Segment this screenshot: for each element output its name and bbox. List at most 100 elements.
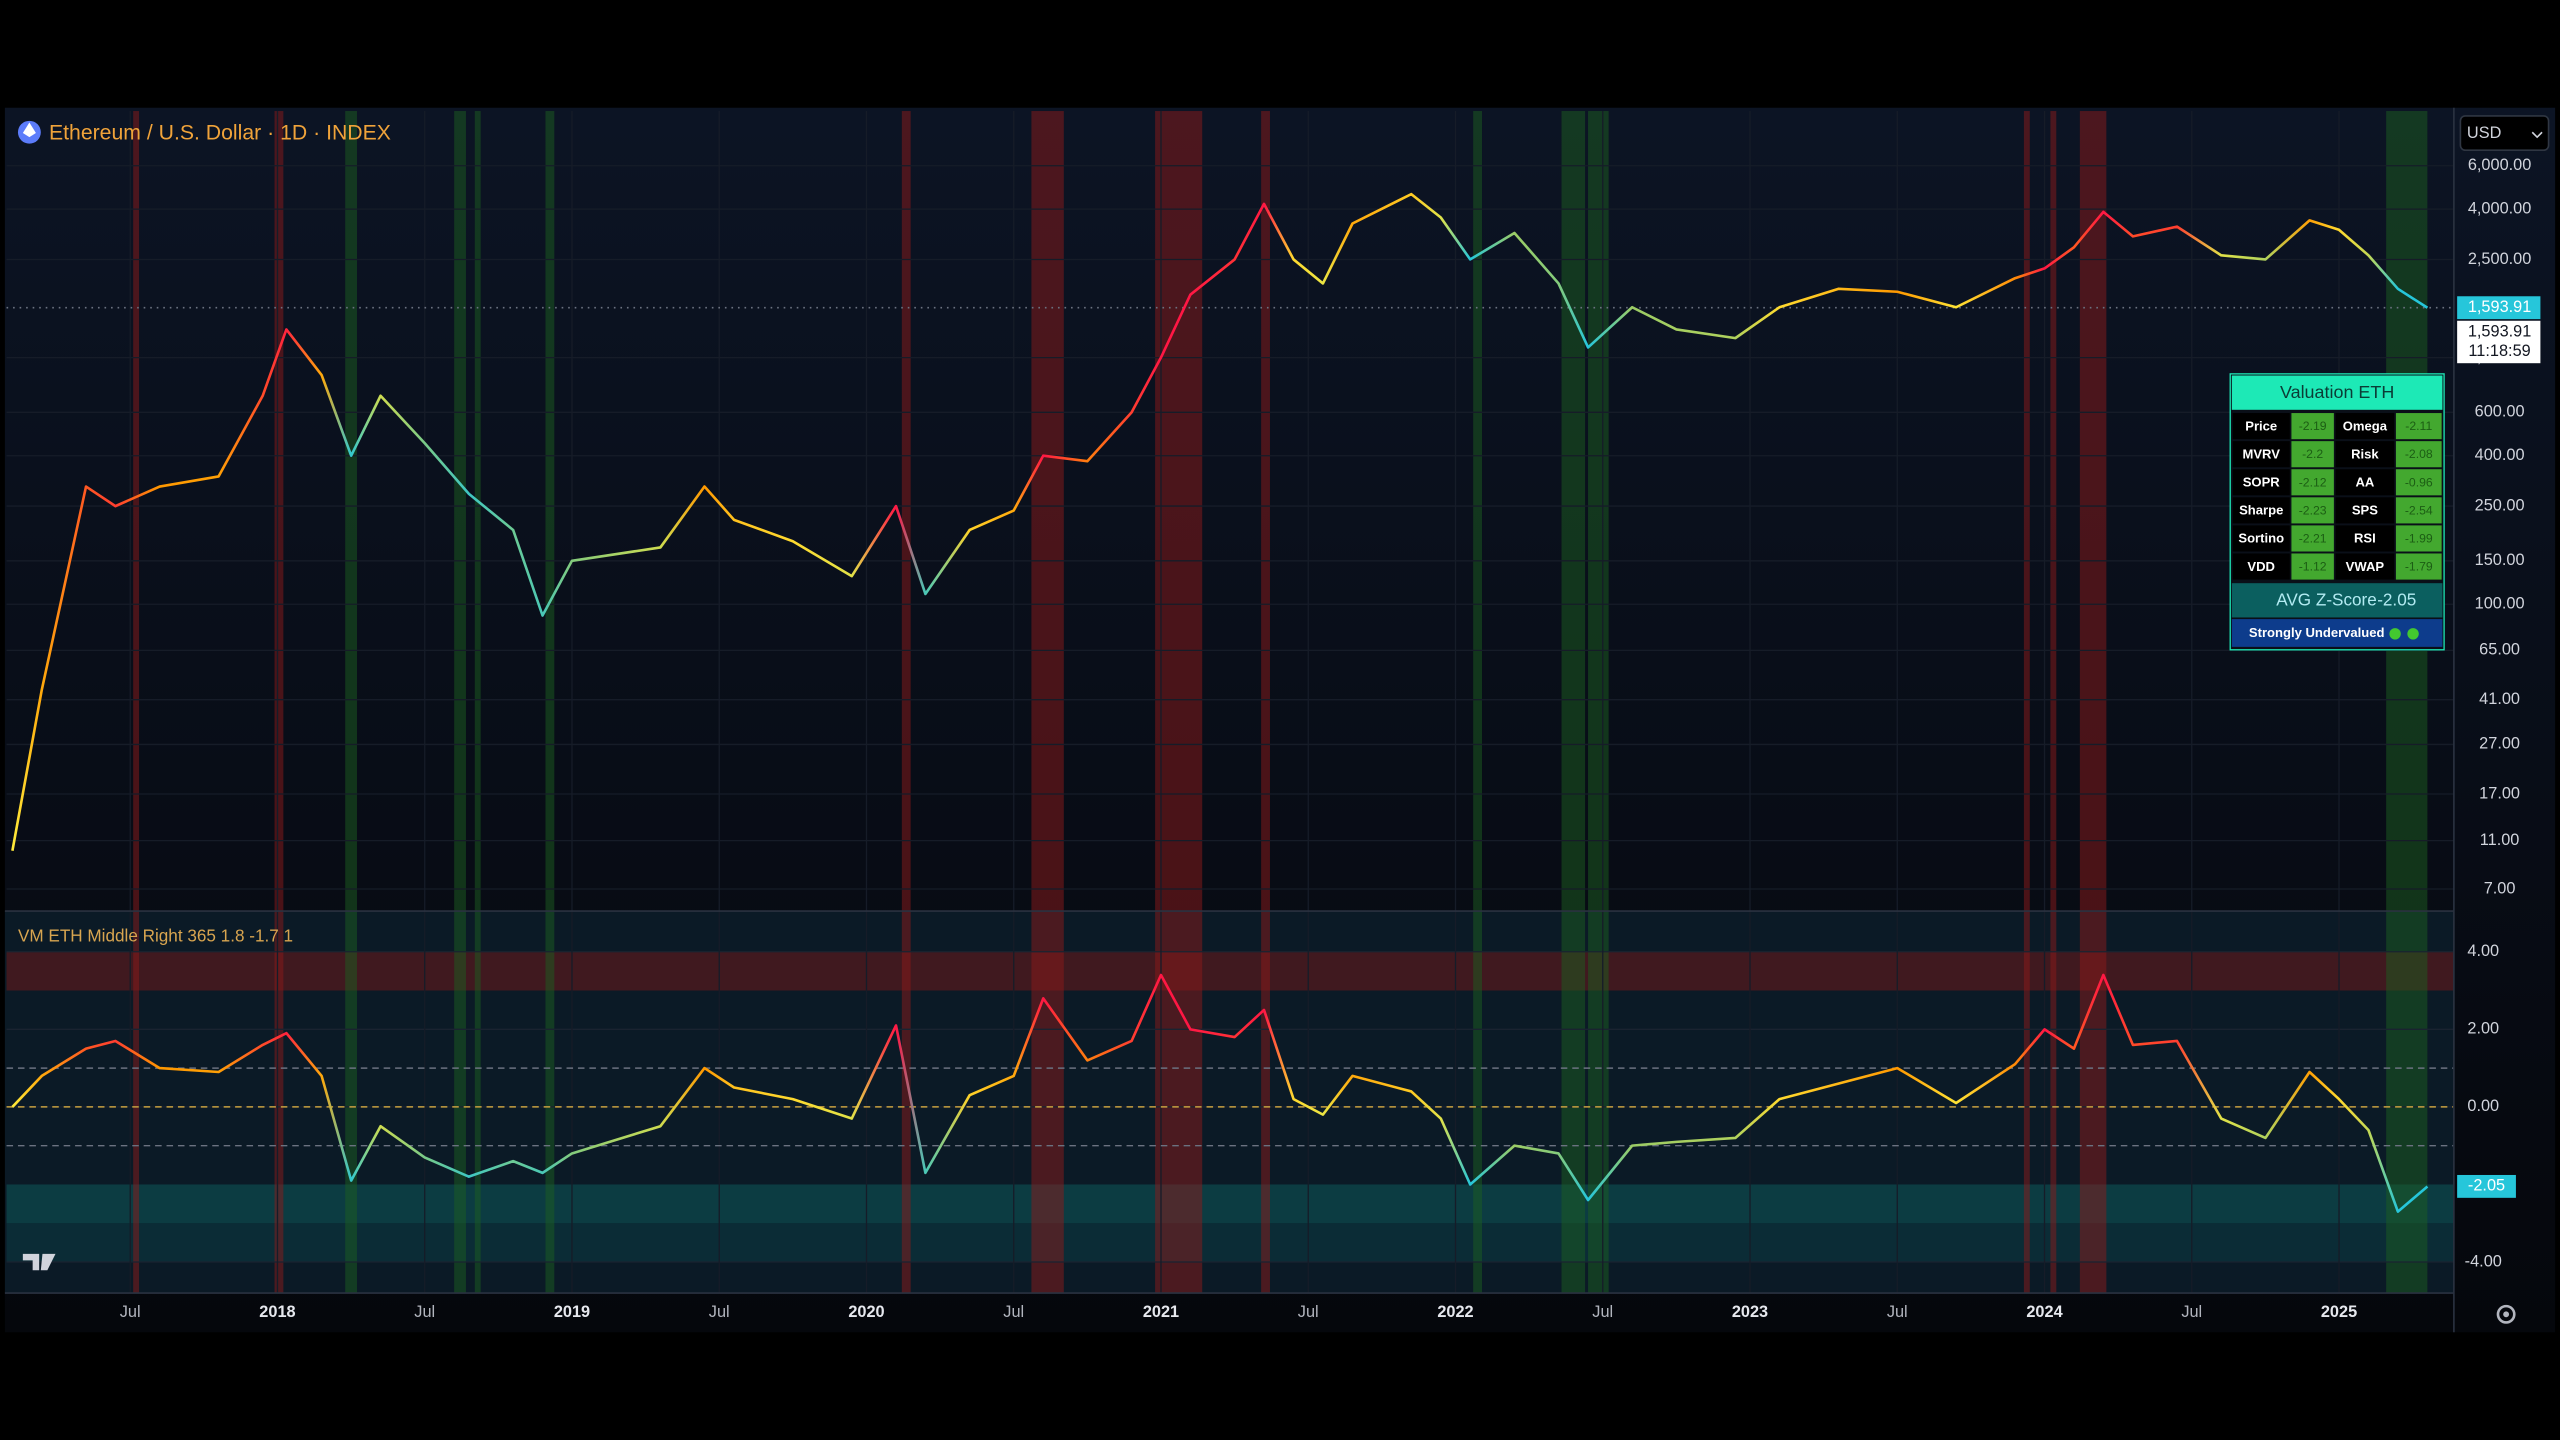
metric-name: VDD xyxy=(2247,559,2275,574)
last-price-label: 1,593.91 xyxy=(2468,298,2532,316)
series-line xyxy=(11,192,2429,852)
grid-layer xyxy=(6,111,2454,1294)
name-cell xyxy=(2232,525,2290,552)
last-price-tag xyxy=(2457,296,2541,320)
metric-value: -2.19 xyxy=(2299,419,2327,433)
value-cell xyxy=(2291,441,2334,468)
metric-name: MVRV xyxy=(2242,446,2280,461)
ui-layer: Ethereum / U.S. Dollar · 1D · INDEX VM E… xyxy=(4,107,2550,1333)
value-cell xyxy=(2291,497,2334,524)
x-tick-label: Jul xyxy=(709,1303,730,1321)
metric-value: -2.11 xyxy=(2405,419,2432,433)
x-tick-label: Jul xyxy=(1592,1303,1613,1321)
metric-value: -2.08 xyxy=(2405,447,2433,461)
y-tick-label: 400.00 xyxy=(2475,446,2525,464)
y-tick-label: 600.00 xyxy=(2475,403,2525,421)
x-tick-label: 2023 xyxy=(1732,1303,1768,1321)
value-cell xyxy=(2395,553,2442,580)
metric-name: SOPR xyxy=(2243,475,2281,490)
signal-band xyxy=(1561,111,1586,1294)
zone xyxy=(6,1223,2454,1263)
y-tick-label: 6,000.00 xyxy=(2468,156,2532,174)
x-tick-label: Jul xyxy=(1298,1303,1319,1321)
name-cell xyxy=(2335,497,2395,524)
price-label: 1,593.91 xyxy=(2468,322,2532,340)
coin-glyph xyxy=(22,122,36,138)
price-countdown-box xyxy=(2457,320,2541,364)
name-cell xyxy=(2232,553,2290,580)
metric-name: AA xyxy=(2355,475,2374,490)
x-tick-label: 2021 xyxy=(1143,1303,1179,1321)
signal-band xyxy=(2050,111,2057,1294)
metric-name: VWAP xyxy=(2346,559,2385,574)
signal-band xyxy=(345,111,357,1294)
tradingview-logo[interactable] xyxy=(22,1253,56,1271)
metric-name: Sharpe xyxy=(2239,503,2283,518)
metric-value: -0.96 xyxy=(2405,475,2433,489)
last-value-label: -2.05 xyxy=(2468,1177,2505,1195)
last-value-tag xyxy=(2457,1174,2516,1198)
x-tick-label: 2022 xyxy=(1437,1303,1473,1321)
line-layer xyxy=(11,192,2429,1213)
signal-band xyxy=(545,111,555,1294)
y-tick-label: 4,000.00 xyxy=(2468,199,2532,217)
signal-band xyxy=(2023,111,2030,1294)
y-tick-label: 2.00 xyxy=(2467,1020,2499,1038)
value-cell xyxy=(2395,469,2442,496)
series-line xyxy=(11,973,2429,1213)
metric-value: -2.2 xyxy=(2302,447,2323,461)
zone xyxy=(6,1184,2454,1224)
name-cell xyxy=(2232,497,2290,524)
y-tick-label: 17.00 xyxy=(2479,784,2520,802)
signal-band xyxy=(133,111,140,1294)
name-cell xyxy=(2335,525,2395,552)
signal-band xyxy=(474,111,481,1294)
avg-value: -2.05 xyxy=(2377,590,2416,610)
settings-icon[interactable] xyxy=(2496,1304,2516,1324)
metric-name: Price xyxy=(2245,418,2277,433)
y-tick-label: 150.00 xyxy=(2475,551,2525,569)
name-cell xyxy=(2232,413,2290,440)
value-cell xyxy=(2395,413,2442,440)
metric-value: -1.99 xyxy=(2405,531,2433,545)
name-cell xyxy=(2335,441,2395,468)
x-tick-label: 2020 xyxy=(848,1303,884,1321)
table-header-bg xyxy=(2231,375,2443,410)
name-cell xyxy=(2232,469,2290,496)
table-title: Valuation ETH xyxy=(2280,382,2394,402)
currency-label: USD xyxy=(2467,124,2501,142)
x-tick-label: Jul xyxy=(1003,1303,1024,1321)
x-tick-label: Jul xyxy=(120,1303,141,1321)
value-cell xyxy=(2291,525,2334,552)
x-tick-label: 2024 xyxy=(2026,1303,2062,1321)
signal-band xyxy=(1588,111,1609,1294)
x-tick-label: Jul xyxy=(2181,1303,2202,1321)
y-tick-label: 4.00 xyxy=(2467,942,2499,960)
status-row-bg xyxy=(2231,619,2443,647)
metric-name: Omega xyxy=(2343,418,2388,433)
metric-value: -2.54 xyxy=(2405,503,2433,517)
avg-label: AVG Z-Score xyxy=(2276,590,2377,610)
y-tick-label: 250.00 xyxy=(2475,496,2525,514)
metric-value: -2.23 xyxy=(2299,503,2327,517)
metric-name: RSI xyxy=(2354,531,2376,546)
x-tick-label: Jul xyxy=(414,1303,435,1321)
value-cell xyxy=(2395,441,2442,468)
signal-band xyxy=(454,111,466,1294)
y-tick-label: -4.00 xyxy=(2465,1252,2502,1270)
currency-dropdown[interactable] xyxy=(2459,115,2550,152)
metric-value: -1.12 xyxy=(2299,560,2327,574)
x-tick-label: 2018 xyxy=(259,1303,295,1321)
y-tick-label: 100.00 xyxy=(2475,595,2525,613)
y-tick-label: 65.00 xyxy=(2479,641,2520,659)
band-layer xyxy=(6,111,2454,1294)
signal-band xyxy=(1261,111,1270,1294)
countdown: 11:18:59 xyxy=(2468,342,2530,360)
name-cell xyxy=(2335,469,2395,496)
metric-name: Risk xyxy=(2351,446,2379,461)
name-cell xyxy=(2232,441,2290,468)
zone xyxy=(6,951,2454,991)
avg-row-bg xyxy=(2231,583,2443,618)
